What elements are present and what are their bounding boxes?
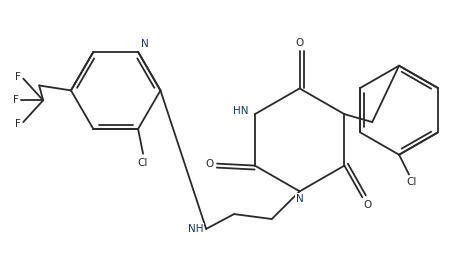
Text: NH: NH — [188, 224, 203, 234]
Text: O: O — [295, 38, 303, 48]
Text: Cl: Cl — [138, 158, 148, 168]
Text: F: F — [15, 71, 21, 82]
Text: F: F — [13, 95, 19, 105]
Text: HN: HN — [233, 106, 248, 116]
Text: N: N — [295, 194, 303, 204]
Text: O: O — [362, 200, 371, 210]
Text: F: F — [15, 119, 21, 129]
Text: O: O — [205, 159, 213, 169]
Text: N: N — [141, 39, 149, 49]
Text: Cl: Cl — [406, 178, 416, 187]
